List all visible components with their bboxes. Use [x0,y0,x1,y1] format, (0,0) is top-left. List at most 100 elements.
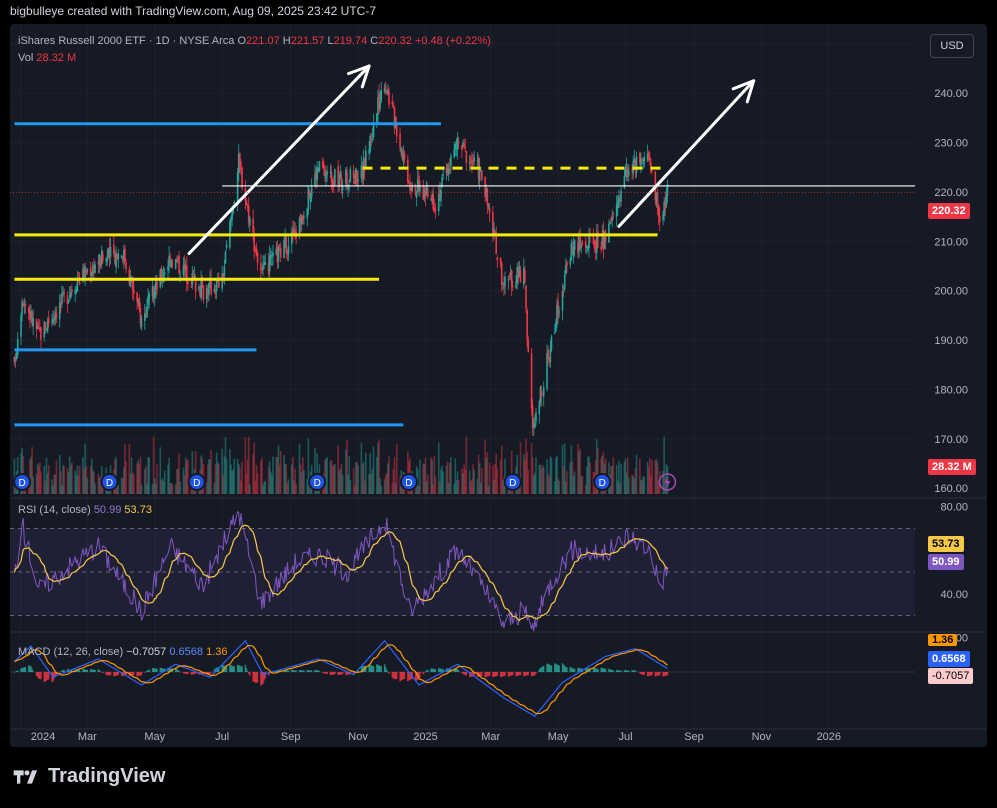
volume-bar [233,458,236,494]
candle-body [299,214,302,225]
volume-bar [547,473,549,494]
candle-body [419,186,421,192]
volume-bar [206,464,209,494]
volume-bar [654,460,657,494]
candle-body [597,231,599,249]
macd-histogram-bar [93,669,95,672]
candle-body [608,223,610,243]
candle-body [77,280,80,282]
candle-body [580,245,583,248]
macd-histogram-bar [462,672,464,674]
volume-bar [151,483,154,494]
candle-body [423,190,426,198]
candle-body [248,217,251,226]
macd-histogram-bar [187,672,189,675]
dividend-marker-label: D [106,478,113,489]
candle-body [363,157,366,171]
candle-body [225,244,228,248]
macd-histogram-bar [214,668,217,672]
time-tick-label: Mar [78,731,97,743]
candle-body [386,90,388,94]
macd-histogram-bar [102,672,104,674]
macd-histogram-bar [394,672,397,680]
volume-bar [635,454,638,494]
candle-body [90,272,93,276]
macd-histogram-bar [665,672,668,676]
volume-bar [571,461,574,494]
currency-button[interactable]: USD [930,34,974,58]
volume-bar [379,478,381,494]
macd-label[interactable]: MACD (12, 26, close) [18,646,124,658]
macd-histogram-bar [167,667,169,672]
volume-bar [348,456,351,494]
candle-body [69,292,72,298]
chart-frame[interactable]: DDDDDDD250.00240.00230.00220.00210.00200… [10,24,987,747]
symbol-name[interactable]: iShares Russell 2000 ETF · 1D · NYSE Arc… [18,35,235,47]
price-tick-label: 210.00 [934,236,968,248]
candle-body [370,139,373,141]
time-tick-label: Sep [281,731,301,743]
volume-bar [548,476,551,494]
volume-bar [414,483,417,494]
macd-histogram-bar [156,668,158,672]
volume-bar [302,457,304,494]
macd-histogram-bar [515,672,517,677]
candle-body [254,249,257,251]
volume-bar [633,478,636,494]
price-tick-label: 230.00 [934,138,968,150]
credit-text: bigbulleye created with TradingView.com,… [10,4,376,18]
macd-histogram-bar [494,672,496,677]
candle-body [298,217,301,236]
candle-body [247,204,250,223]
vol-label[interactable]: Vol [18,52,34,64]
candle-body [546,353,548,389]
macd-histogram-bar [284,670,286,672]
rsi-label[interactable]: RSI (14, close) [18,504,91,516]
candle-body [46,321,49,333]
candle-body [160,268,163,281]
macd-histogram-bar [635,671,638,672]
candle-body [89,267,92,276]
volume-bar [623,461,626,494]
macd-histogram-bar [481,672,483,676]
candle-body [152,286,155,299]
volume-bar [222,475,225,494]
volume-bar [558,481,560,494]
volume-bar [461,468,463,494]
candle-body [30,310,32,319]
time-tick-label: Nov [348,731,368,743]
macd-histogram-bar [107,672,110,676]
candle-body [174,259,177,269]
volume-badge: 28.32 M [928,459,976,475]
volume-bar [97,474,100,494]
candle-body [465,151,468,163]
volume-bar [577,443,579,494]
macd-histogram-bar [430,668,432,672]
macd-histogram-bar [261,672,263,685]
macd-histogram-bar [655,672,658,677]
dividend-marker: D [100,473,119,491]
candle-body [268,255,271,272]
candle-body [479,167,482,169]
macd-histogram-bar [464,672,466,676]
tradingview-brand[interactable]: TradingView [12,765,165,788]
volume-bar [69,465,72,494]
macd-histogram-bar [361,666,364,672]
macd-histogram-bar [39,672,41,680]
dividend-marker-circle [100,473,119,491]
macd-histogram-bar [183,672,186,674]
volume-bar [254,480,257,494]
volume-bar [360,443,363,494]
volume-bar [129,473,132,494]
candle-body [571,246,574,254]
macd-histogram-bar [225,666,228,672]
volume-bar [362,462,365,494]
volume-bar [283,454,285,494]
candle-body [349,168,352,182]
candle-body [136,292,138,302]
volume-bar [563,443,566,494]
volume-bar [566,471,568,494]
chart-canvas[interactable]: DDDDDDD250.00240.00230.00220.00210.00200… [10,24,987,747]
volume-bar [589,462,591,494]
macd-histogram-bar [318,671,321,672]
